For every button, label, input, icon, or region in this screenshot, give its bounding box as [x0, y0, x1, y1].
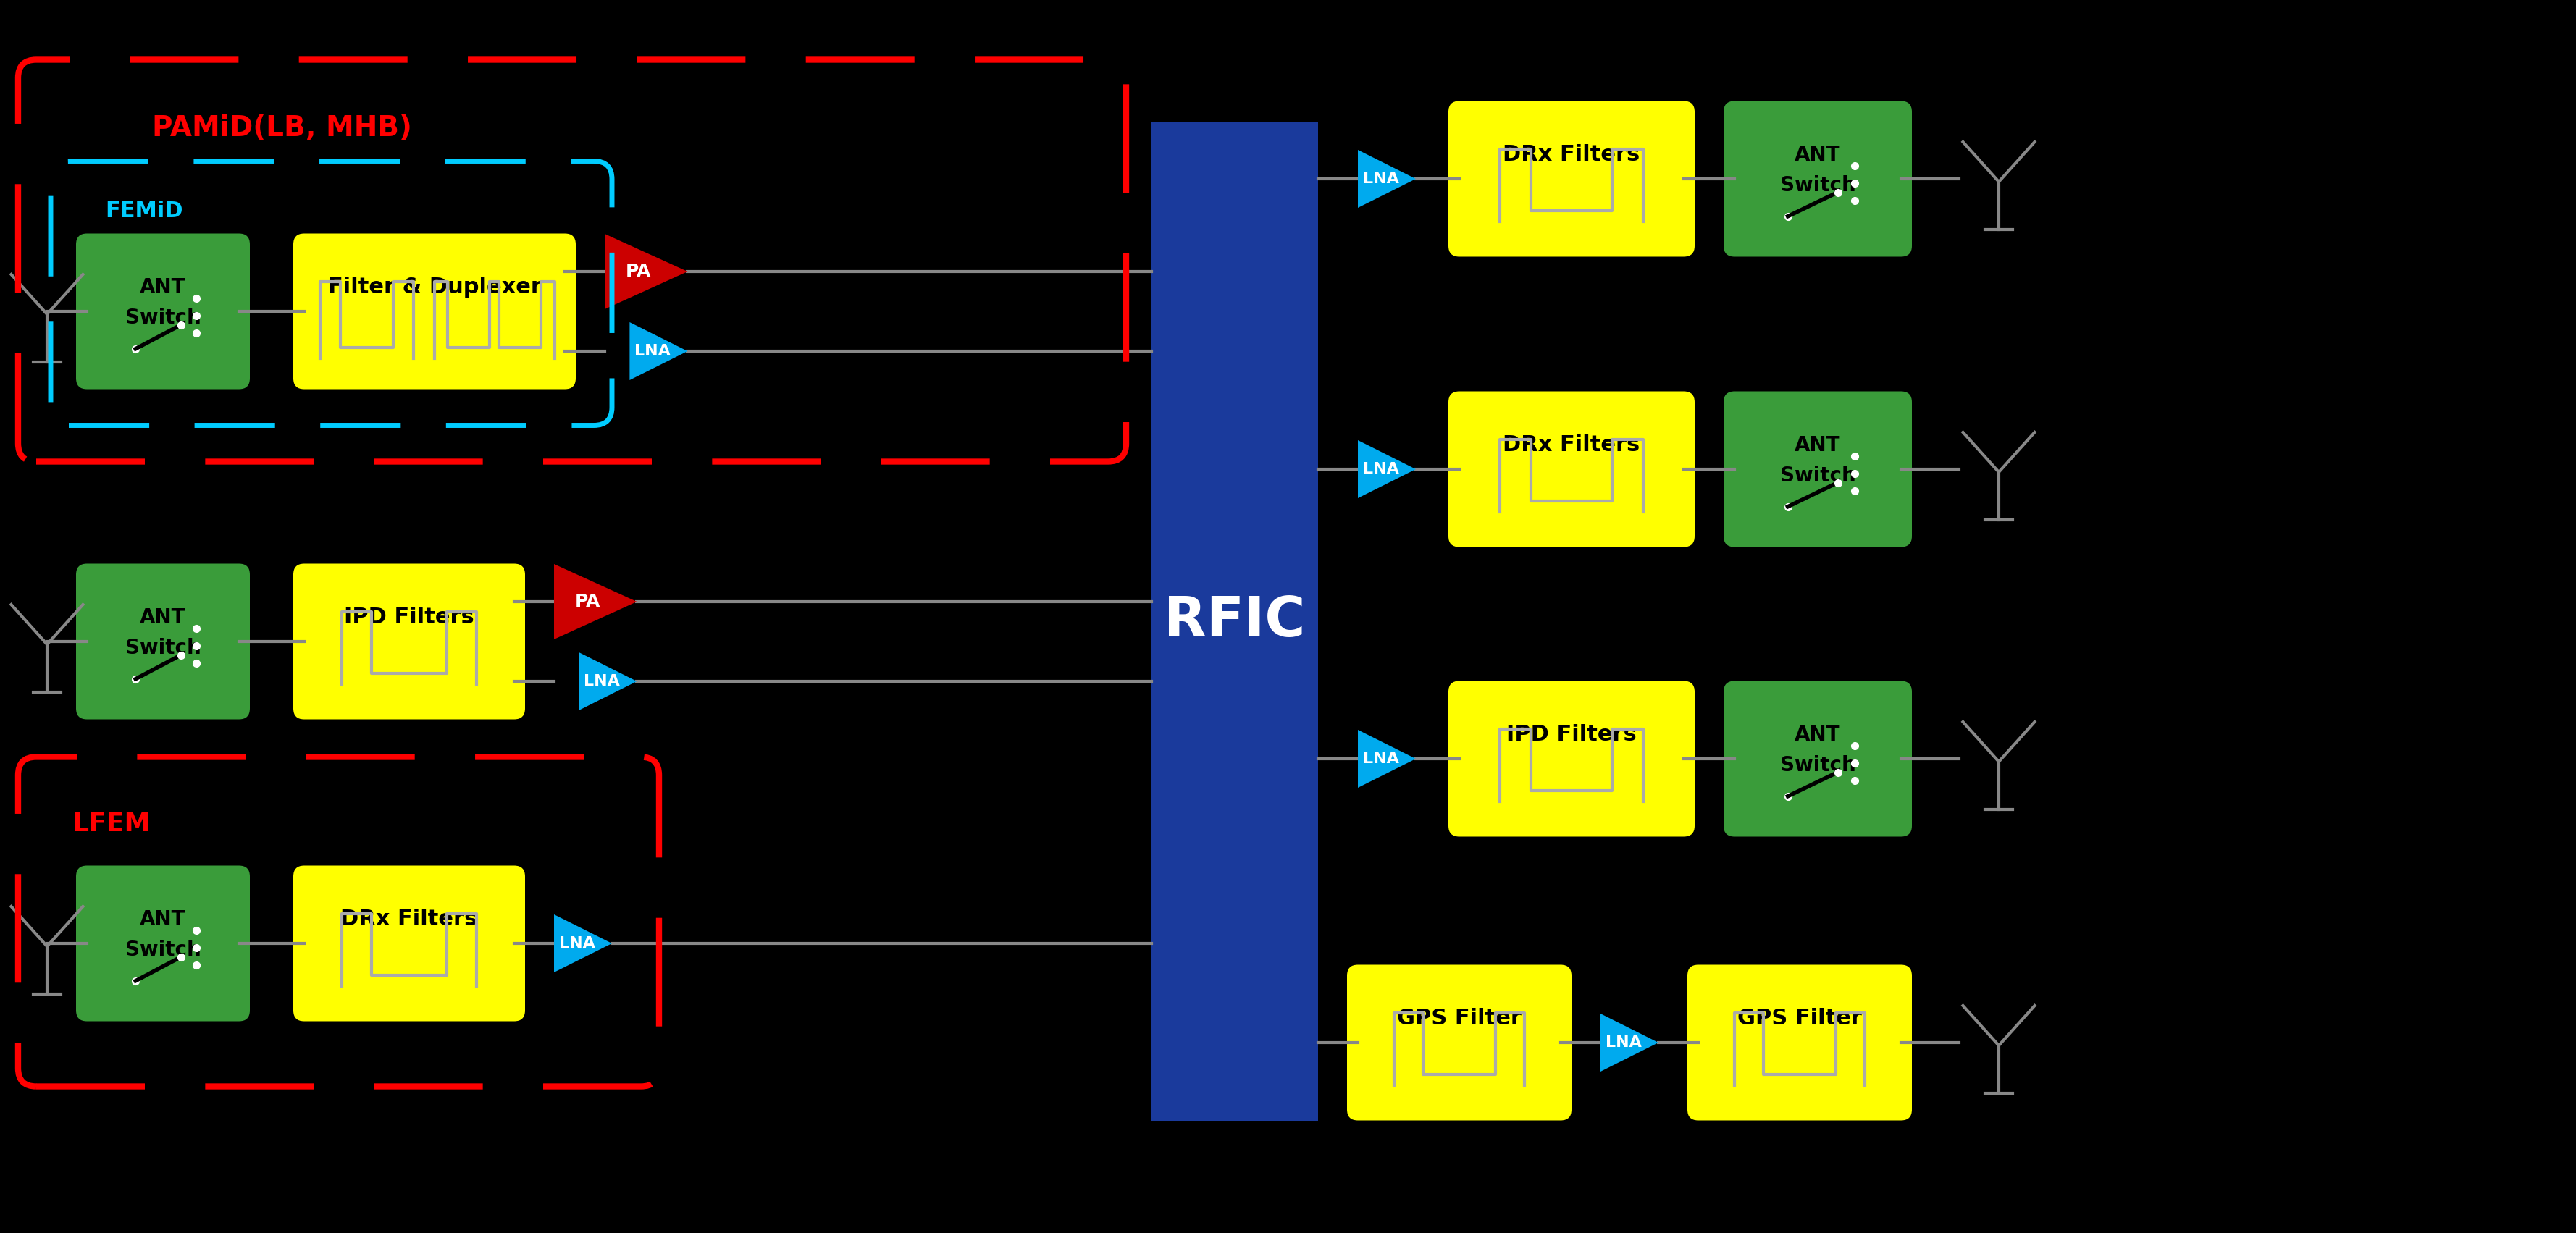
Text: ANT: ANT	[1795, 725, 1842, 745]
Text: ANT: ANT	[139, 277, 185, 297]
Text: Filter & Duplexer: Filter & Duplexer	[327, 276, 541, 297]
Text: RFIC: RFIC	[1164, 594, 1306, 649]
Text: ANT: ANT	[1795, 144, 1842, 165]
Text: LNA: LNA	[634, 344, 670, 359]
Polygon shape	[1358, 150, 1417, 208]
Polygon shape	[1358, 440, 1417, 498]
FancyBboxPatch shape	[294, 866, 526, 1021]
FancyBboxPatch shape	[77, 866, 250, 1021]
FancyBboxPatch shape	[77, 563, 250, 719]
Text: DRx Filters: DRx Filters	[1502, 434, 1641, 455]
Text: DRx Filters: DRx Filters	[1502, 144, 1641, 165]
FancyBboxPatch shape	[1723, 391, 1911, 547]
Polygon shape	[605, 234, 688, 309]
Text: ANT: ANT	[1795, 435, 1842, 455]
Text: ANT: ANT	[139, 909, 185, 930]
FancyBboxPatch shape	[77, 233, 250, 390]
FancyBboxPatch shape	[1687, 964, 1911, 1121]
Text: LNA: LNA	[1363, 171, 1399, 186]
FancyBboxPatch shape	[1448, 391, 1695, 547]
Text: LNA: LNA	[1363, 752, 1399, 766]
FancyBboxPatch shape	[1723, 101, 1911, 256]
Text: Switch: Switch	[1780, 756, 1855, 776]
Polygon shape	[554, 915, 613, 973]
Text: Switch: Switch	[1780, 175, 1855, 196]
Text: Switch: Switch	[1780, 466, 1855, 486]
Text: LNA: LNA	[585, 674, 621, 688]
Text: IPD Filters: IPD Filters	[1507, 724, 1636, 745]
Text: LFEM: LFEM	[72, 811, 152, 836]
FancyBboxPatch shape	[294, 563, 526, 719]
FancyBboxPatch shape	[1448, 101, 1695, 256]
Polygon shape	[1358, 730, 1417, 788]
Text: LNA: LNA	[559, 936, 595, 951]
Text: LNA: LNA	[1605, 1036, 1641, 1049]
FancyBboxPatch shape	[1723, 681, 1911, 837]
Polygon shape	[1600, 1014, 1659, 1071]
Polygon shape	[629, 322, 688, 380]
Text: DRx Filters: DRx Filters	[340, 909, 477, 930]
Text: LNA: LNA	[1363, 462, 1399, 476]
Text: Switch: Switch	[126, 637, 201, 658]
Text: Switch: Switch	[126, 308, 201, 328]
Text: PA: PA	[626, 263, 652, 280]
Text: IPD Filters: IPD Filters	[345, 607, 474, 628]
FancyBboxPatch shape	[1347, 964, 1571, 1121]
Polygon shape	[580, 652, 636, 710]
Text: Switch: Switch	[126, 940, 201, 961]
Bar	[1151, 122, 1319, 1121]
FancyBboxPatch shape	[294, 233, 577, 390]
Polygon shape	[554, 563, 636, 639]
FancyBboxPatch shape	[1448, 681, 1695, 837]
Text: GPS Filter: GPS Filter	[1736, 1007, 1862, 1030]
Text: FEMiD: FEMiD	[106, 201, 183, 222]
Text: GPS Filter: GPS Filter	[1396, 1007, 1522, 1030]
Text: PAMiD(LB, MHB): PAMiD(LB, MHB)	[152, 113, 412, 142]
Text: ANT: ANT	[139, 607, 185, 628]
Text: PA: PA	[574, 593, 600, 610]
